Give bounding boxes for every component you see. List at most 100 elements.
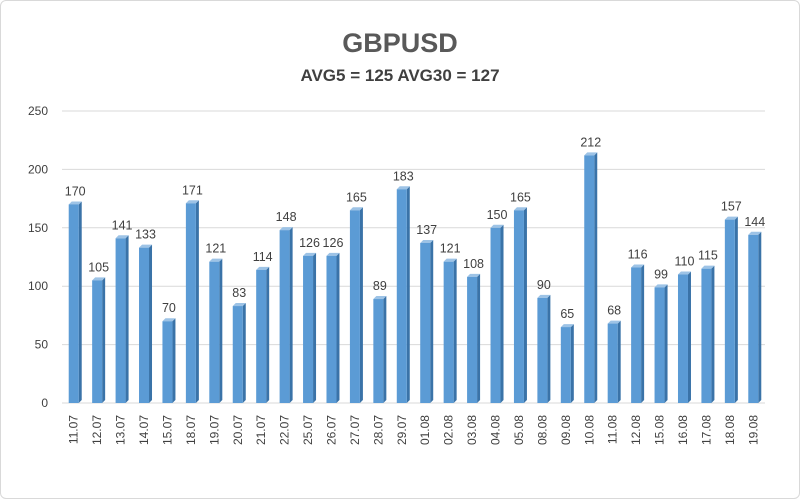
bar-top — [396, 186, 410, 190]
x-tick-label: 12.08 — [629, 415, 643, 445]
bar-side — [102, 277, 106, 403]
x-tick-label: 26.07 — [324, 415, 338, 445]
bar-side — [383, 296, 387, 403]
bar-top — [185, 200, 199, 204]
data-label: 150 — [487, 208, 508, 222]
bar-top — [209, 258, 223, 262]
bar — [373, 299, 384, 403]
bar-top — [303, 252, 317, 256]
bar-side — [711, 265, 715, 403]
x-tick-label: 12.07 — [90, 415, 104, 445]
data-label: 89 — [373, 279, 387, 293]
x-tick-label: 13.07 — [114, 415, 128, 445]
data-label: 183 — [393, 169, 414, 183]
data-label: 137 — [416, 223, 437, 237]
data-label: 115 — [698, 249, 718, 263]
x-tick-label: 08.08 — [535, 415, 549, 445]
x-tick-label: 18.07 — [184, 415, 198, 445]
x-tick-label: 14.07 — [137, 415, 151, 445]
bar — [677, 274, 688, 403]
data-label: 165 — [346, 190, 367, 204]
y-tick-label: 200 — [28, 162, 48, 176]
data-label: 116 — [628, 248, 648, 262]
bar-side — [266, 266, 270, 403]
bar — [467, 276, 478, 403]
bar — [303, 255, 314, 403]
x-tick-label: 09.08 — [559, 415, 573, 445]
data-label: 157 — [721, 200, 742, 214]
bar — [68, 204, 79, 403]
bar-top — [490, 224, 504, 228]
bar-top — [607, 320, 621, 324]
bar-top — [232, 303, 246, 307]
bar — [513, 210, 524, 403]
bar-side — [313, 252, 317, 403]
bar — [443, 261, 454, 403]
bar — [92, 280, 103, 403]
x-tick-label: 15.08 — [653, 415, 667, 445]
bar-side — [125, 235, 129, 403]
bar-side — [406, 186, 410, 403]
x-tick-label: 19.07 — [207, 415, 221, 445]
bar-top — [701, 265, 715, 269]
bar-side — [758, 231, 762, 403]
bar — [748, 234, 759, 403]
data-label: 70 — [162, 301, 176, 315]
bar-side — [359, 207, 363, 403]
data-label: 68 — [607, 304, 621, 318]
x-tick-label: 03.08 — [465, 415, 479, 445]
bar — [326, 255, 337, 403]
y-tick-label: 150 — [28, 221, 48, 235]
bar-top — [162, 318, 176, 322]
data-label: 121 — [440, 242, 461, 256]
bar-side — [453, 258, 457, 403]
bar-top — [724, 216, 738, 220]
bar-top — [467, 273, 481, 277]
bar-side — [617, 320, 621, 403]
bar-top — [654, 284, 668, 288]
data-label: 83 — [232, 286, 246, 300]
bar-top — [279, 227, 293, 231]
bar-side — [78, 201, 82, 403]
x-tick-label: 11.07 — [67, 415, 81, 444]
x-tick-label: 02.08 — [442, 415, 456, 445]
data-label: 141 — [112, 218, 133, 232]
bar-side — [219, 258, 223, 403]
data-label: 90 — [537, 278, 551, 292]
bar — [115, 238, 126, 403]
bar — [349, 210, 360, 403]
bar-top — [748, 231, 762, 235]
bar — [232, 306, 243, 403]
bar-top — [326, 252, 340, 256]
chart-subtitle: AVG5 = 125 AVG30 = 127 — [300, 66, 500, 85]
bar — [560, 327, 571, 403]
bar-side — [289, 227, 293, 403]
bar-top — [373, 296, 387, 300]
bar — [537, 297, 548, 403]
bar-top — [537, 294, 551, 298]
bar — [584, 155, 595, 403]
bar — [490, 227, 501, 403]
data-label: 144 — [744, 215, 765, 229]
bar-side — [547, 294, 551, 403]
x-tick-label: 05.08 — [512, 415, 526, 445]
data-label: 65 — [560, 307, 574, 321]
bar-top — [631, 264, 645, 268]
bar — [701, 268, 712, 403]
bar-side — [641, 264, 645, 403]
chart-title: GBPUSD — [342, 28, 458, 58]
data-label: 126 — [299, 236, 320, 250]
bar — [185, 203, 196, 403]
data-label: 114 — [253, 250, 273, 264]
bar — [607, 323, 618, 403]
data-label: 212 — [580, 135, 601, 149]
y-tick-label: 250 — [28, 104, 48, 118]
bar — [631, 267, 642, 403]
bar-side — [594, 152, 598, 403]
bar-side — [523, 207, 527, 403]
x-tick-label: 25.07 — [301, 415, 315, 445]
bar — [256, 269, 267, 403]
x-tick-label: 19.08 — [746, 415, 760, 445]
bar — [279, 230, 290, 403]
